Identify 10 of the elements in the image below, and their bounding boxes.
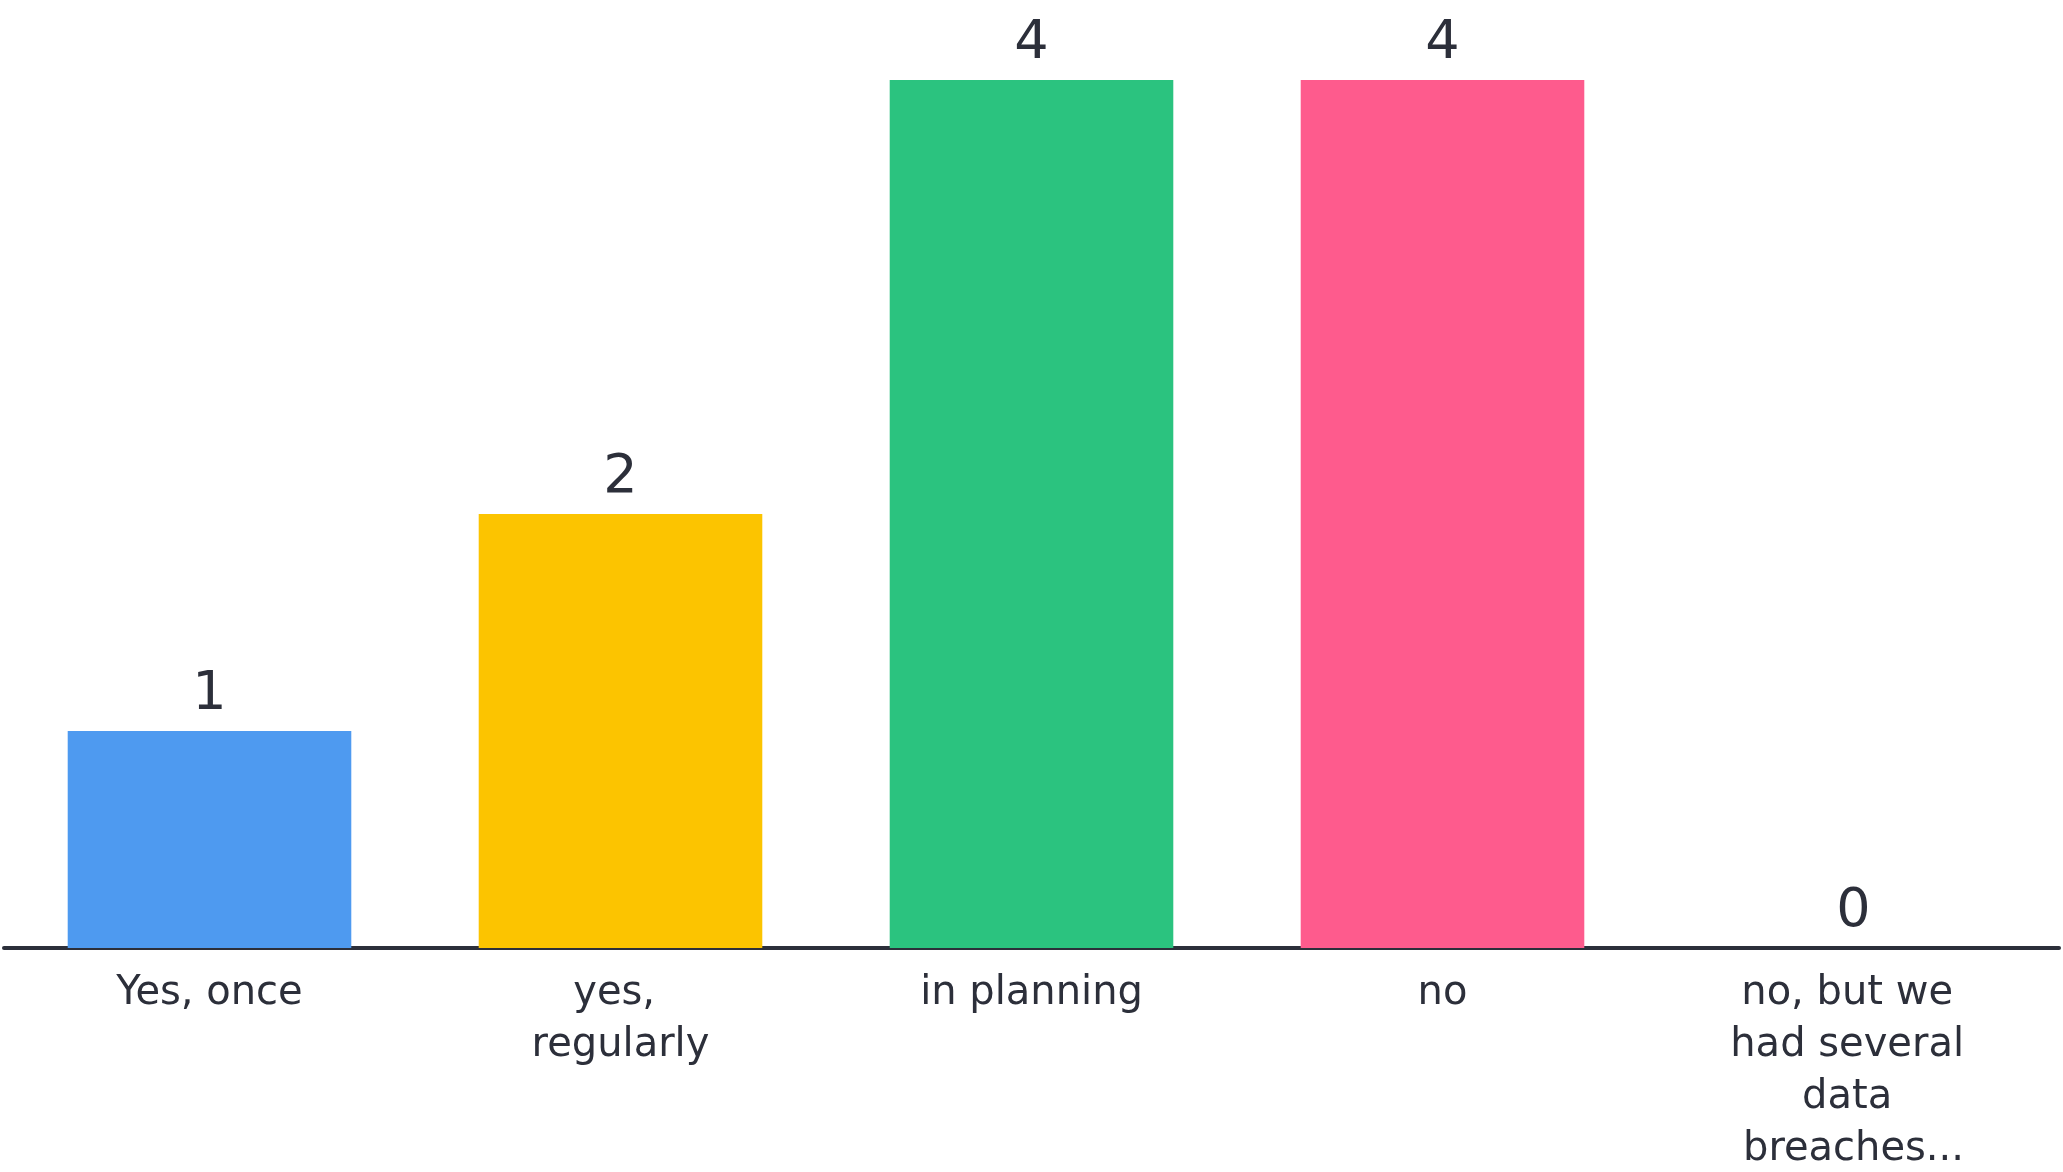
x-tick-label: no xyxy=(1417,967,1468,1013)
x-tick-label: no, but we had several data breaches... xyxy=(1730,967,1977,1169)
x-tick-label: Yes, once xyxy=(115,967,303,1013)
data-label: 4 xyxy=(1425,7,1460,71)
data-label: 1 xyxy=(192,658,227,722)
x-tick-label: yes, regularly xyxy=(531,967,710,1065)
data-label: 0 xyxy=(1836,875,1871,939)
data-label: 4 xyxy=(1014,7,1049,71)
x-tick-label: in planning xyxy=(920,967,1143,1013)
data-label: 2 xyxy=(603,441,638,505)
